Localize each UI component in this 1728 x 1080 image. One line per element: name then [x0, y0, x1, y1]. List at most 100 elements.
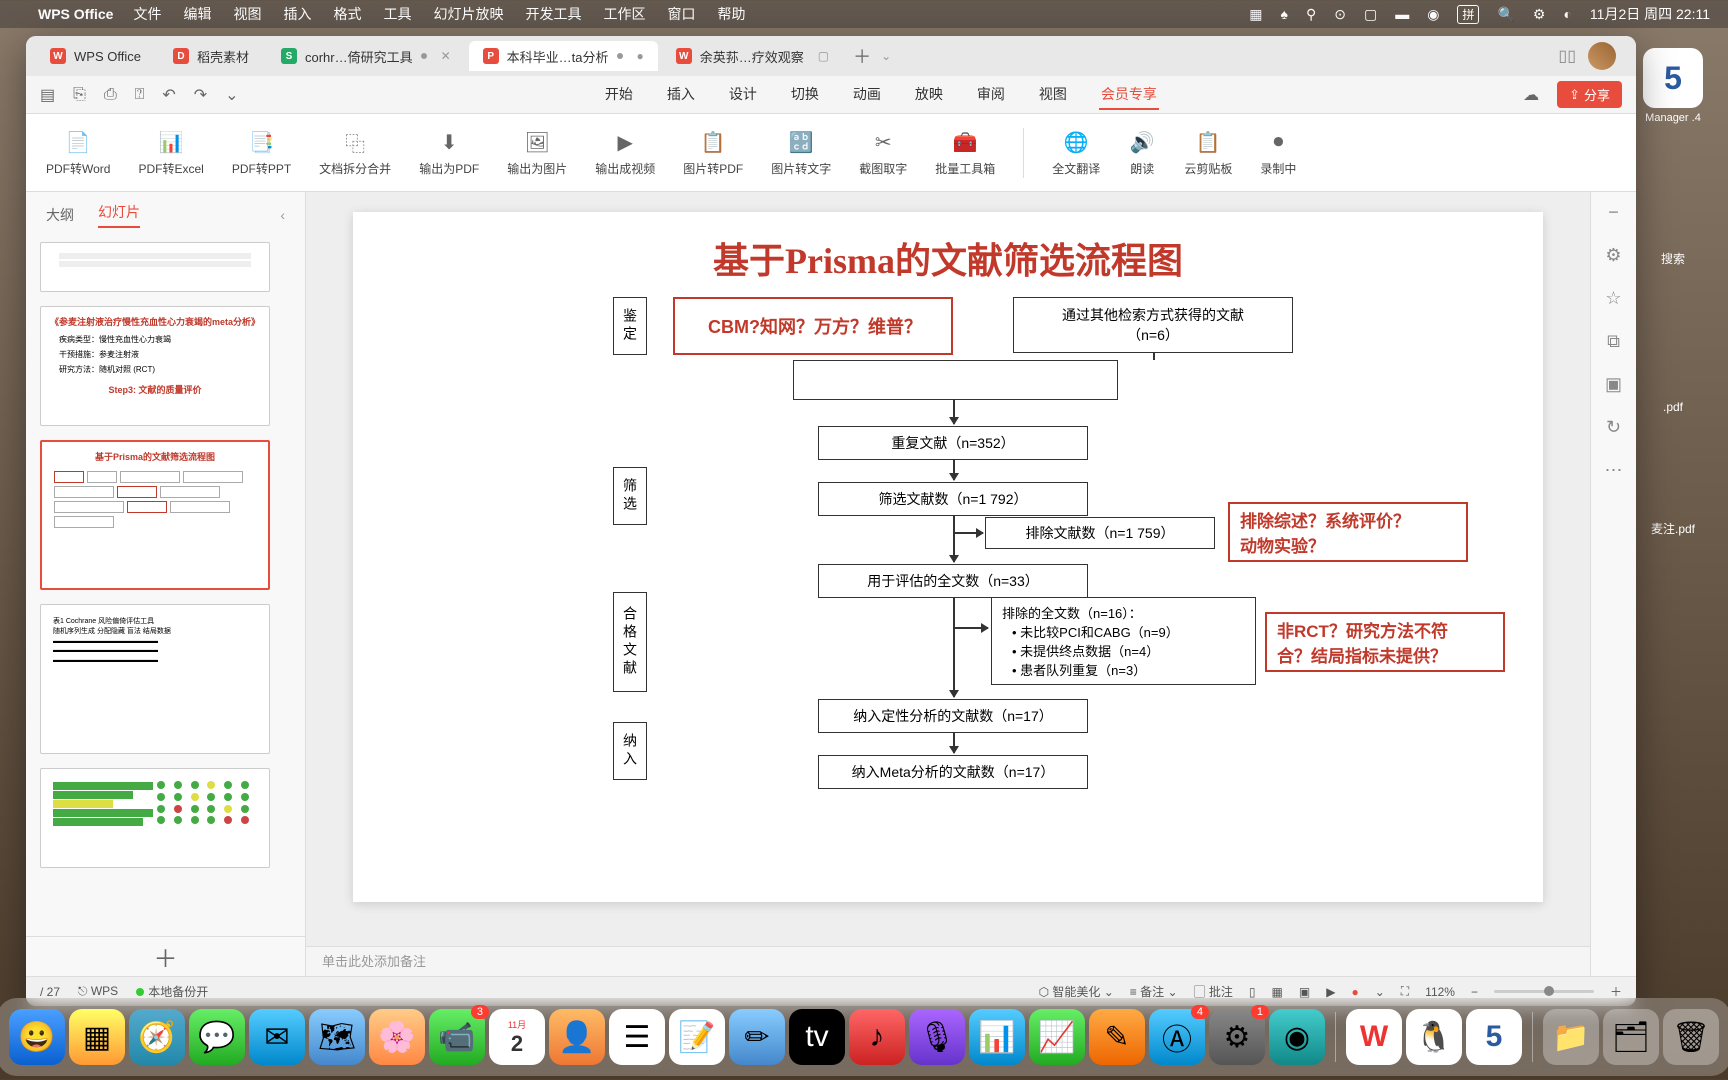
- dock-keynote-icon[interactable]: 📊: [969, 1009, 1025, 1065]
- play-icon[interactable]: ⊙: [1334, 6, 1346, 23]
- reader-icon[interactable]: ▯▯: [1558, 46, 1576, 66]
- menu-workspace[interactable]: 工作区: [603, 4, 645, 24]
- menu-insert[interactable]: 插入: [283, 4, 311, 24]
- view-normal-icon[interactable]: ▯: [1249, 985, 1256, 999]
- control-center-icon[interactable]: ⚙: [1533, 6, 1546, 23]
- ribbon-pdf-to-ppt[interactable]: 📑PDF转PPT: [232, 128, 291, 177]
- dock-settings-icon[interactable]: ⚙1: [1209, 1009, 1265, 1065]
- dock-endnote-icon[interactable]: 5: [1466, 1009, 1522, 1065]
- ribbon-ocr[interactable]: 🔡图片转文字: [771, 128, 831, 177]
- dock-appstore-icon[interactable]: Ⓐ4: [1149, 1009, 1205, 1065]
- battery-icon[interactable]: ▬: [1395, 6, 1409, 22]
- cloud-icon[interactable]: ☁: [1523, 85, 1539, 105]
- ribbon-export-pdf[interactable]: ⬇输出为PDF: [419, 128, 479, 177]
- ribbon-clipboard[interactable]: 📋云剪贴板: [1184, 128, 1232, 177]
- menu-slideshow[interactable]: 幻灯片放映: [433, 4, 503, 24]
- menu-file[interactable]: 文件: [133, 4, 161, 24]
- dock-contacts-icon[interactable]: 👤: [549, 1009, 605, 1065]
- dock-tv-icon[interactable]: tv: [789, 1009, 845, 1065]
- notes-area[interactable]: 单击此处添加备注: [306, 946, 1590, 976]
- slide-thumb[interactable]: [40, 768, 270, 868]
- siri-icon[interactable]: ◐: [1563, 6, 1571, 22]
- view-dropdown-icon[interactable]: ⌄: [1375, 985, 1385, 999]
- rail-layers-icon[interactable]: ⧉: [1607, 331, 1620, 352]
- close-icon[interactable]: ▢: [818, 49, 829, 63]
- record-status-icon[interactable]: ●: [1351, 985, 1358, 999]
- menu-window[interactable]: 窗口: [667, 4, 695, 24]
- tab-doc-1[interactable]: S corhr…倚研究工具 ✕: [267, 41, 465, 71]
- rail-history-icon[interactable]: ↻: [1606, 417, 1621, 438]
- ribbon-tab-slideshow[interactable]: 放映: [913, 80, 945, 110]
- tab-menu-chevron-icon[interactable]: ⌄: [881, 49, 891, 63]
- desktop-file-2[interactable]: 麦注.pdf: [1638, 520, 1708, 537]
- dock-safari-icon[interactable]: 🧭: [129, 1009, 185, 1065]
- save-icon[interactable]: ▤: [40, 85, 55, 105]
- wps-status[interactable]: ⎋ WPS: [78, 984, 118, 999]
- rail-minimize-icon[interactable]: −: [1608, 202, 1619, 223]
- dock-music-icon[interactable]: ♪: [849, 1009, 905, 1065]
- bluetooth-icon[interactable]: ⚲: [1306, 6, 1316, 23]
- print-icon[interactable]: ⎙: [104, 86, 117, 104]
- dock-facetime-icon[interactable]: 📹3: [429, 1009, 485, 1065]
- dock-calendar-icon[interactable]: 11月2: [489, 1009, 545, 1065]
- more-chevron-icon[interactable]: ⌄: [225, 85, 238, 105]
- dock-numbers-icon[interactable]: 📈: [1029, 1009, 1085, 1065]
- dock-messages-icon[interactable]: 💬: [189, 1009, 245, 1065]
- desktop-app-icon[interactable]: 5 Manager .4: [1638, 48, 1708, 124]
- tray-icon[interactable]: ▦: [1249, 6, 1262, 23]
- slide-canvas[interactable]: 基于Prisma的文献筛选流程图 鉴定 筛选 合格文献 纳入 CBM?知网？万方…: [306, 192, 1590, 946]
- ribbon-translate[interactable]: 🌐全文翻译: [1052, 128, 1100, 177]
- close-icon[interactable]: ●: [637, 49, 644, 63]
- panel-tab-slides[interactable]: 幻灯片: [98, 202, 140, 228]
- ribbon-export-video[interactable]: ▶输出成视频: [595, 128, 655, 177]
- dock-maps-icon[interactable]: 🗺: [309, 1009, 365, 1065]
- rail-star-icon[interactable]: ☆: [1605, 288, 1621, 309]
- ribbon-tab-animation[interactable]: 动画: [851, 80, 883, 110]
- rail-image-icon[interactable]: ▣: [1605, 374, 1622, 395]
- spotlight-icon[interactable]: 🔍: [1497, 6, 1514, 23]
- dock-mail-icon[interactable]: ✉: [249, 1009, 305, 1065]
- input-method-icon[interactable]: 拼: [1457, 5, 1479, 24]
- slide-thumb-selected[interactable]: 基于Prisma的文献筛选流程图: [40, 440, 270, 590]
- ribbon-tab-review[interactable]: 审阅: [975, 80, 1007, 110]
- ribbon-tab-vip[interactable]: 会员专享: [1099, 80, 1159, 110]
- view-slideshow-icon[interactable]: ▶: [1326, 985, 1335, 999]
- ribbon-read-aloud[interactable]: 🔊朗读: [1128, 128, 1156, 177]
- notification-icon[interactable]: ♠: [1281, 6, 1288, 22]
- ribbon-tab-design[interactable]: 设计: [727, 80, 759, 110]
- dock-reminders-icon[interactable]: ☰: [609, 1009, 665, 1065]
- app-name[interactable]: WPS Office: [38, 6, 113, 22]
- slide-thumb[interactable]: 表1 Cochrane 风险偏倚评估工具 随机序列生成 分配隐藏 盲法 结局数据…: [40, 604, 270, 754]
- ribbon-recording[interactable]: ⏺录制中: [1260, 128, 1296, 177]
- user-avatar[interactable]: [1588, 42, 1616, 70]
- dock-downloads-icon[interactable]: 📁: [1543, 1009, 1599, 1065]
- ribbon-pdf-to-word[interactable]: 📄PDF转Word: [46, 128, 110, 177]
- menu-format[interactable]: 格式: [333, 4, 361, 24]
- slide-content[interactable]: 基于Prisma的文献筛选流程图 鉴定 筛选 合格文献 纳入 CBM?知网？万方…: [353, 212, 1543, 902]
- tab-home[interactable]: W WPS Office: [36, 41, 155, 71]
- dock-folder-icon[interactable]: 🗂: [1603, 1009, 1659, 1065]
- dock-app-1-icon[interactable]: ◉: [1269, 1009, 1325, 1065]
- menu-dev[interactable]: 开发工具: [525, 4, 581, 24]
- close-icon[interactable]: ✕: [441, 49, 451, 63]
- panel-tab-outline[interactable]: 大纲: [46, 205, 74, 225]
- ribbon-screenshot-text[interactable]: ✂截图取字: [859, 128, 907, 177]
- dock-trash-icon[interactable]: 🗑: [1663, 1009, 1719, 1065]
- zoom-level[interactable]: 112%: [1425, 985, 1455, 999]
- ribbon-export-image[interactable]: 🖼输出为图片: [507, 128, 567, 177]
- dock-pages-icon[interactable]: ✎: [1089, 1009, 1145, 1065]
- page-indicator[interactable]: / 27: [40, 985, 60, 999]
- ribbon-split-merge[interactable]: ⿻文档拆分合并: [319, 128, 391, 177]
- preview-icon[interactable]: ⍰: [135, 86, 145, 104]
- tab-doc-3[interactable]: W 余英荪…疗效观察 ▢: [662, 41, 843, 71]
- collapse-panel-icon[interactable]: ‹: [280, 207, 285, 223]
- link-icon[interactable]: ⎘: [73, 86, 86, 104]
- ribbon-img-to-pdf[interactable]: 📋图片转PDF: [683, 128, 743, 177]
- ribbon-batch-tools[interactable]: 🧰批量工具箱: [935, 128, 995, 177]
- slide-thumb[interactable]: [40, 242, 270, 292]
- datetime[interactable]: 11月2日 周四 22:11: [1590, 4, 1710, 24]
- dock-finder-icon[interactable]: 😀: [9, 1009, 65, 1065]
- rail-settings-icon[interactable]: ⚙: [1605, 245, 1621, 266]
- view-reading-icon[interactable]: ▣: [1299, 985, 1310, 999]
- menu-edit[interactable]: 编辑: [183, 4, 211, 24]
